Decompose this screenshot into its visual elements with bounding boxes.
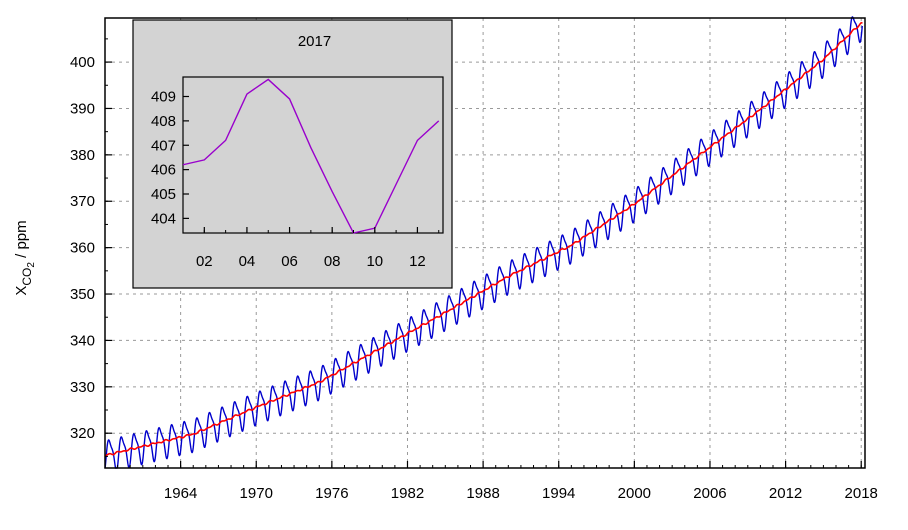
x-tick-label: 2000 [618, 485, 651, 502]
inset-x-tick-label: 06 [281, 253, 298, 270]
x-tick-label: 1988 [466, 485, 499, 502]
inset-x-tick-label: 04 [239, 253, 256, 270]
inset-background [132, 19, 453, 289]
y-tick-label: 330 [70, 379, 95, 396]
x-tick-label: 1994 [542, 485, 575, 502]
inset-x-tick-label: 02 [196, 253, 213, 270]
x-tick-label: 2006 [693, 485, 726, 502]
inset-title: 2017 [298, 33, 331, 50]
y-tick-label: 360 [70, 240, 95, 257]
y-tick-label: 320 [70, 425, 95, 442]
main-series [104, 16, 863, 469]
ylabel-sub: CO [20, 268, 34, 286]
x-tick-label: 1982 [391, 485, 424, 502]
inset-x-tick-label: 12 [409, 253, 426, 270]
ylabel-main: X [13, 286, 30, 296]
y-tick-label: 380 [70, 147, 95, 164]
x-tick-labels: 1964 1970 1976 1982 1988 1994 2000 2006 2012 2018 [164, 485, 878, 502]
inset-x-tick-label: 10 [366, 253, 383, 270]
inset-tick-marks [182, 95, 440, 233]
ylabel-unit: / ppm [13, 220, 30, 262]
y-tick-label: 340 [70, 332, 95, 349]
x-tick-label: 1976 [315, 485, 348, 502]
inset-y-tick-label: 408 [151, 113, 176, 130]
trend-series-line [104, 21, 863, 457]
main-plot-frame [104, 17, 866, 469]
y-tick-label: 390 [70, 100, 95, 117]
inset-panel: 2017 02 04 06 08 10 12 404 405 406 407 408 409 [132, 19, 453, 289]
y-tick-labels: 320 330 340 350 360 370 380 390 400 [70, 54, 95, 442]
ylabel-subsub: 2 [26, 262, 37, 268]
y-tick-label: 400 [70, 54, 95, 71]
monthly-series-line [104, 16, 863, 469]
inset-y-tick-labels: 404 405 406 407 408 409 [151, 89, 176, 228]
inset-y-tick-label: 409 [151, 89, 176, 106]
x-tick-label: 1970 [240, 485, 273, 502]
x-tick-label: 2012 [769, 485, 802, 502]
inset-y-tick-label: 406 [151, 162, 176, 179]
inset-y-tick-label: 407 [151, 137, 176, 154]
inset-y-tick-label: 404 [151, 210, 176, 227]
y-tick-label: 370 [70, 193, 95, 210]
y-axis-label: XCO2 / ppm [13, 220, 37, 295]
x-tick-label: 2018 [845, 485, 878, 502]
x-tick-label: 1964 [164, 485, 197, 502]
inset-plot-area [182, 76, 444, 234]
inset-x-tick-labels: 02 04 06 08 10 12 [196, 253, 426, 270]
y-tick-label: 350 [70, 286, 95, 303]
inset-y-tick-label: 405 [151, 186, 176, 203]
inset-x-tick-label: 08 [324, 253, 341, 270]
inset-series-line [182, 78, 440, 234]
